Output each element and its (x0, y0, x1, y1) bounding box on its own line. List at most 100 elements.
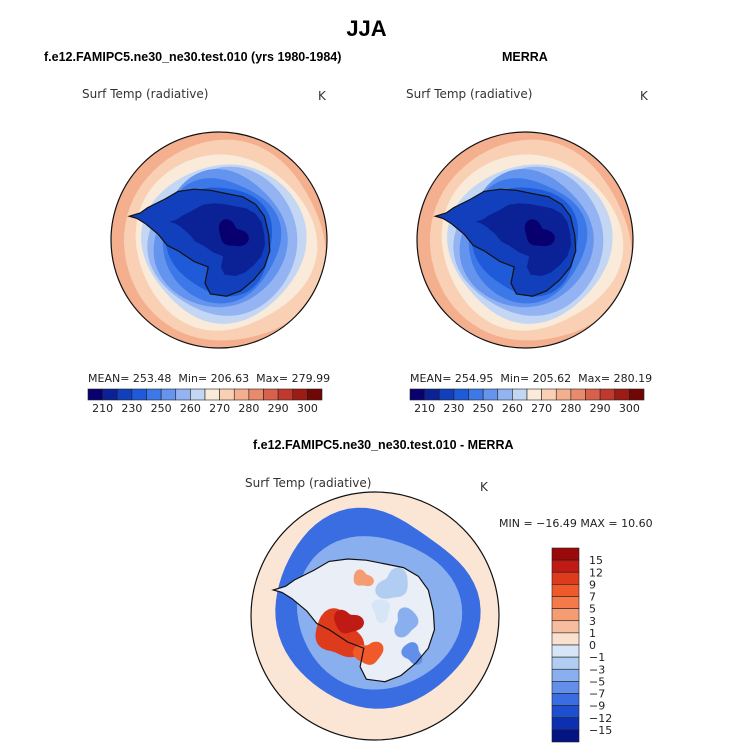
colorbar-swatch (219, 388, 235, 401)
panel-1-stats: MEAN= 253.48 Min= 206.63 Max= 279.99 (88, 372, 330, 385)
colorbar-swatch (551, 620, 580, 634)
colorbar-swatch (551, 608, 580, 622)
colorbar-swatch (453, 388, 469, 401)
colorbar-swatch (551, 729, 580, 743)
colorbar-tick-label: 9 (589, 578, 596, 591)
colorbar-swatch (438, 388, 455, 401)
diff-patch (401, 642, 423, 665)
colorbar-tick-label: 300 (619, 402, 640, 415)
colorbar-swatch (248, 388, 264, 401)
colorbar-swatch (175, 388, 191, 401)
colorbar-tick-label: −5 (589, 675, 605, 688)
panel-2-units: K (640, 89, 648, 103)
diff-patch (394, 607, 419, 638)
colorbar-swatch (263, 388, 279, 401)
map-border (250, 491, 500, 741)
coastline (271, 558, 436, 683)
continent-cold-region (169, 203, 265, 276)
colorbar-tick-label: 290 (268, 402, 289, 415)
colorbar-swatch (555, 388, 572, 401)
panel-1-units: K (318, 89, 326, 103)
colorbar-swatch (424, 388, 440, 401)
colorbar-swatch (551, 656, 580, 670)
colorbar-swatch (102, 388, 118, 401)
colorbar-swatch (131, 388, 147, 401)
panel-1-mean: 253.48 (132, 372, 172, 385)
colorbar-tick-label: −9 (589, 700, 605, 713)
temperature-map-1 (110, 131, 328, 349)
panel-2-mean-label: MEAN= (410, 372, 452, 385)
colorbar-swatch (551, 559, 580, 573)
colorbar-swatch (190, 388, 206, 401)
panel-3-stats: MIN = −16.49 MAX = 10.60 (499, 517, 653, 530)
colorbar-swatch (512, 388, 528, 401)
diff-patch (353, 569, 374, 587)
colorbar-tick-label: 3 (589, 615, 596, 628)
colorbar-swatch (551, 705, 580, 719)
continent-cold-region (475, 203, 571, 276)
colorbar-swatch (116, 388, 133, 401)
continent-coldest-region (218, 219, 249, 247)
colorbar-tick-label: 260 (180, 402, 201, 415)
colorbar-swatch (204, 388, 220, 401)
panel-2-min: 205.62 (532, 372, 572, 385)
colorbar-tick-label: −7 (589, 688, 605, 701)
panel-2-mean: 254.95 (454, 372, 494, 385)
colorbar-tick-label: 230 (121, 402, 142, 415)
colorbar-tick-label: 230 (443, 402, 464, 415)
colorbar-tick-label: 15 (589, 554, 603, 567)
colorbar-swatch (551, 668, 580, 682)
colorbar-swatch (307, 388, 323, 401)
colorbar-swatch (526, 388, 542, 401)
colorbar-swatch (570, 388, 586, 401)
panel-3-title: f.e12.FAMIPC5.ne30_ne30.test.010 - MERRA (253, 438, 514, 452)
colorbar-tick-label: 210 (92, 402, 113, 415)
colorbar-swatch (551, 644, 580, 658)
colorbar-swatch (551, 584, 580, 597)
colorbar-tick-label: 300 (297, 402, 318, 415)
colorbar-tick-label: −1 (589, 651, 605, 664)
colorbar-swatch (482, 388, 499, 401)
difference-map (250, 491, 500, 741)
panel-2-max: 280.19 (613, 372, 653, 385)
colorbar-2: 210 230 250 260 270 280 290 300 (409, 388, 645, 415)
diff-patch (375, 567, 408, 599)
colorbar-swatch (551, 632, 580, 646)
diff-patch (334, 609, 364, 634)
panel-1-max: 279.99 (291, 372, 331, 385)
colorbar-tick-label: 250 (473, 402, 494, 415)
panel-2-min-label: Min= (500, 372, 530, 385)
diff-patch (315, 608, 365, 658)
colorbar-tick-label: 5 (589, 603, 596, 616)
continent-coldest-region (524, 219, 555, 247)
panel-2-title: MERRA (502, 50, 548, 64)
temperature-map-2 (416, 131, 634, 349)
colorbar-swatch (551, 571, 580, 585)
colorbar-tick-label: −15 (589, 724, 612, 737)
colorbar-swatch (292, 388, 308, 401)
panel-1-max-label: Max= (256, 372, 289, 385)
colorbar-tick-label: 1 (589, 627, 596, 640)
colorbar-swatch (277, 388, 294, 401)
colorbar-swatch (614, 388, 630, 401)
colorbar-swatch (551, 693, 580, 706)
colorbar-swatch (551, 596, 580, 609)
coastline (127, 188, 271, 297)
colorbar-tick-label: −12 (589, 712, 612, 725)
panel-3-units: K (480, 480, 488, 494)
colorbar-tick-label: 0 (589, 639, 596, 652)
colorbar-tick-label: −3 (589, 663, 605, 676)
colorbar-tick-label: 210 (414, 402, 435, 415)
colorbar-swatch (409, 388, 425, 401)
colorbar-tick-label: 7 (589, 591, 596, 604)
panel-1-min: 206.63 (210, 372, 250, 385)
map-border (110, 131, 328, 349)
colorbar-swatch (233, 388, 250, 401)
colorbar-tick-label: 280 (560, 402, 581, 415)
panel-1-field-label: Surf Temp (radiative) (82, 87, 209, 101)
colorbar-swatch (551, 681, 580, 694)
map-border (416, 131, 634, 349)
colorbar-swatch (551, 547, 580, 561)
